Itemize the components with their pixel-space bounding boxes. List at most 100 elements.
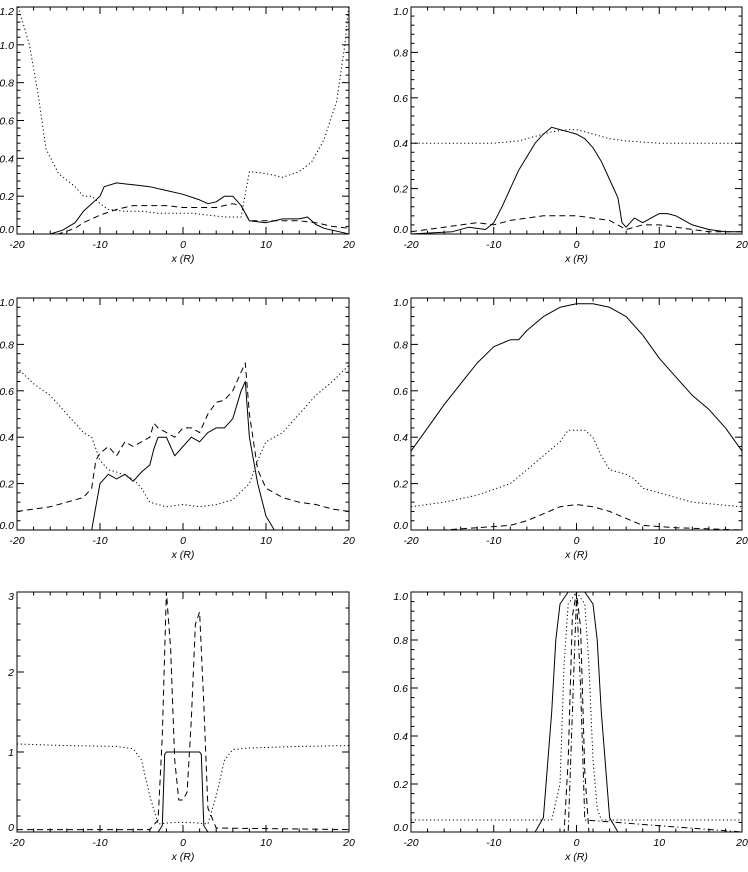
chart-panel-2: -20 -10 0 10 20 0.0 0.2 0.4 0.6 0.8 1.0 x (R) [393, 6, 748, 265]
x-axis-label: x (R) [171, 851, 195, 863]
y-tick-label: 1.0 [393, 6, 408, 18]
y-tick-label: 0.0 [0, 224, 14, 236]
x-axis-label: x (R) [564, 851, 588, 863]
y-tick-label: 0 [8, 822, 14, 834]
x-tick-label: -20 [9, 837, 24, 849]
x-tick-label: 0 [574, 535, 580, 547]
x-axis-label: x (R) [171, 253, 195, 265]
x-tick-label: -20 [403, 535, 418, 547]
x-axis-label: x (R) [171, 549, 195, 561]
y-tick-label: 3 [8, 591, 14, 603]
x-tick-label: 10 [260, 239, 272, 251]
series-line-dotted [411, 129, 742, 144]
y-tick-label: 0.4 [393, 138, 408, 150]
series-line-solid [91, 381, 279, 530]
y-tick-label: 0.2 [393, 184, 408, 196]
series-line-solid [17, 182, 349, 234]
x-tick-label: -20 [9, 239, 24, 251]
series-line-dotted [411, 592, 742, 821]
series-line-dotted [17, 364, 349, 508]
y-tick-label: 1.0 [0, 297, 14, 309]
y-tick-label: 0.6 [393, 386, 408, 398]
x-tick-label: -20 [9, 535, 24, 547]
y-tick-label: 1.2 [0, 6, 14, 18]
y-tick-label: 0.0 [393, 822, 408, 834]
x-tick-label: 0 [180, 239, 186, 251]
y-tick-label: 0.6 [393, 93, 408, 105]
x-tick-label: -10 [92, 535, 107, 547]
series-line-dashed [17, 362, 349, 512]
y-tick-label: 0.4 [393, 731, 408, 743]
x-tick-label: 0 [574, 837, 580, 849]
plot-frame [16, 6, 350, 235]
series-line-solid [17, 751, 349, 832]
y-tick-label: 0.8 [0, 339, 14, 351]
series-line-dotted [17, 743, 349, 825]
y-tick-label: 0.2 [393, 779, 408, 791]
x-tick-label: -10 [486, 535, 501, 547]
plot-frame [16, 591, 350, 833]
y-tick-label: 0.0 [393, 224, 408, 236]
x-tick-label: 20 [342, 239, 355, 251]
plot-frame [410, 297, 743, 531]
y-tick-label: 1 [8, 747, 14, 759]
x-tick-label: 0 [180, 535, 186, 547]
series-line-solid [411, 303, 742, 452]
series-line-solid [411, 592, 742, 832]
x-tick-label: 20 [735, 837, 748, 849]
y-tick-label: 0.0 [0, 520, 14, 532]
x-tick-label: 10 [653, 239, 665, 251]
series-line-dotted [411, 429, 742, 508]
x-tick-label: -10 [92, 837, 107, 849]
plot-frame [410, 591, 743, 833]
y-tick-label: 0.4 [0, 432, 14, 444]
y-tick-label: 2 [7, 667, 14, 679]
series-line-dashdot [411, 596, 742, 832]
y-tick-label: 0.6 [393, 683, 408, 695]
plot-frame [410, 6, 743, 235]
x-tick-label: 20 [342, 837, 355, 849]
x-tick-label: -10 [486, 837, 501, 849]
y-tick-label: 0.4 [0, 153, 14, 165]
chart-panel-3: -20 -10 0 10 20 0.0 0.2 0.4 0.6 0.8 1.0 x (R) [0, 297, 355, 561]
x-tick-label: 10 [260, 535, 272, 547]
x-tick-label: 10 [653, 837, 665, 849]
y-tick-label: 0.8 [393, 47, 408, 59]
x-tick-label: -20 [403, 239, 418, 251]
y-tick-label: 1.0 [0, 40, 14, 52]
series-line-dotted [17, 7, 349, 218]
x-axis-label: x (R) [564, 253, 588, 265]
y-tick-label: 0.8 [393, 635, 408, 647]
series-line-dashed [411, 215, 742, 233]
series-line-dashed [17, 592, 349, 831]
y-tick-label: 0.2 [0, 191, 14, 203]
x-tick-label: -10 [486, 239, 501, 251]
x-tick-label: 0 [574, 239, 580, 251]
y-tick-label: 0.0 [393, 520, 408, 532]
x-tick-label: 10 [653, 535, 665, 547]
x-tick-label: 10 [260, 837, 272, 849]
y-tick-label: 0.8 [393, 339, 408, 351]
x-tick-label: 20 [735, 535, 748, 547]
x-tick-label: 0 [180, 837, 186, 849]
y-tick-label: 0.2 [393, 479, 408, 491]
y-tick-label: 0.2 [0, 479, 14, 491]
x-axis-label: x (R) [564, 549, 588, 561]
series-line-dashed [411, 504, 742, 530]
x-tick-label: -10 [92, 239, 107, 251]
chart-panel-4: -20 -10 0 10 20 0.0 0.2 0.4 0.6 0.8 1.0 x (R) [393, 297, 748, 561]
y-tick-label: 0.4 [393, 432, 408, 444]
series-line-dashed [17, 203, 349, 234]
series-line-solid [411, 126, 742, 234]
y-tick-label: 0.6 [0, 116, 14, 128]
y-tick-label: 1.0 [393, 591, 408, 603]
x-tick-label: 20 [735, 239, 748, 251]
y-tick-label: 0.6 [0, 386, 14, 398]
series-line-dashed [411, 592, 742, 832]
chart-panel-6: -20 -10 0 10 20 0.0 0.2 0.4 0.6 0.8 1.0 x (R) [393, 591, 748, 863]
chart-panel-5: -20 -10 0 10 20 0 1 2 3 x (R) [7, 591, 355, 863]
y-tick-label: 1.0 [393, 297, 408, 309]
y-tick-label: 0.8 [0, 78, 14, 90]
chart-panel-1: -20 -10 0 10 20 0.0 0.2 0.4 0.6 0.8 1.0 1.2 x (R) [0, 6, 355, 265]
